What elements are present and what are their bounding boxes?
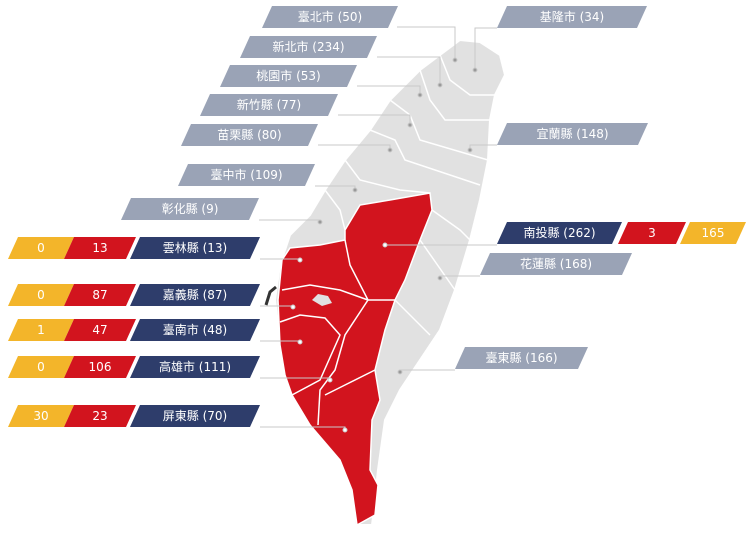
- county-dot: [387, 147, 393, 153]
- county-dot: [397, 369, 403, 375]
- county-dot: [317, 219, 323, 225]
- red-count: 87: [64, 284, 136, 306]
- county-label: 新北市 (234): [240, 36, 377, 58]
- leader-line: [377, 56, 441, 85]
- county-label: 臺中市 (109): [178, 164, 315, 186]
- county-label: 基隆市 (34): [497, 6, 647, 28]
- alert-region: [277, 192, 433, 527]
- county-dot: [417, 92, 423, 98]
- leader-line: [474, 27, 497, 70]
- county-dot: [437, 82, 443, 88]
- yellow-count: 0: [8, 356, 74, 378]
- county-label: 宜蘭縣 (148): [497, 123, 648, 145]
- alert-borders: [279, 239, 395, 426]
- leader-line: [397, 26, 456, 60]
- chiayi-city: [312, 294, 332, 306]
- county-dot: [290, 304, 296, 310]
- red-count: 13: [64, 237, 136, 259]
- county-label: 苗栗縣 (80): [181, 124, 318, 146]
- county-label: 雲林縣 (13): [130, 237, 260, 259]
- county-dot: [472, 67, 478, 73]
- county-label: 新竹縣 (77): [200, 94, 338, 116]
- county-label: 嘉義縣 (87): [130, 284, 260, 306]
- county-label: 桃園市 (53): [220, 65, 357, 87]
- leader-lines: [259, 26, 497, 433]
- county-dot: [297, 257, 303, 263]
- county-label: 南投縣 (262): [497, 222, 622, 244]
- county-dot: [407, 122, 413, 128]
- yellow-count: 30: [8, 405, 74, 427]
- county-dot: [327, 377, 333, 383]
- county-label: 花蓮縣 (168): [480, 253, 632, 275]
- yellow-count: 0: [8, 237, 74, 259]
- county-dot: [352, 187, 358, 193]
- yellow-count: 165: [680, 222, 746, 244]
- red-count: 47: [64, 319, 136, 341]
- county-dot: [297, 339, 303, 345]
- county-dot: [437, 275, 443, 281]
- red-count: 106: [64, 356, 136, 378]
- county-dot: [382, 242, 388, 248]
- yellow-count: 1: [8, 319, 74, 341]
- red-count: 23: [64, 405, 136, 427]
- yellow-count: 0: [8, 284, 74, 306]
- county-label: 臺東縣 (166): [455, 347, 588, 369]
- county-dot: [452, 57, 458, 63]
- red-count: 3: [618, 222, 686, 244]
- county-label: 臺南市 (48): [130, 319, 260, 341]
- county-label: 臺北市 (50): [262, 6, 398, 28]
- county-dot: [467, 147, 473, 153]
- county-label: 彰化縣 (9): [121, 198, 259, 220]
- county-dot: [342, 427, 348, 433]
- islet: [264, 285, 277, 306]
- leader-line: [338, 114, 411, 125]
- leader-line: [357, 85, 421, 95]
- county-label: 屏東縣 (70): [130, 405, 260, 427]
- county-label: 高雄市 (111): [130, 356, 260, 378]
- county-borders: [324, 54, 495, 336]
